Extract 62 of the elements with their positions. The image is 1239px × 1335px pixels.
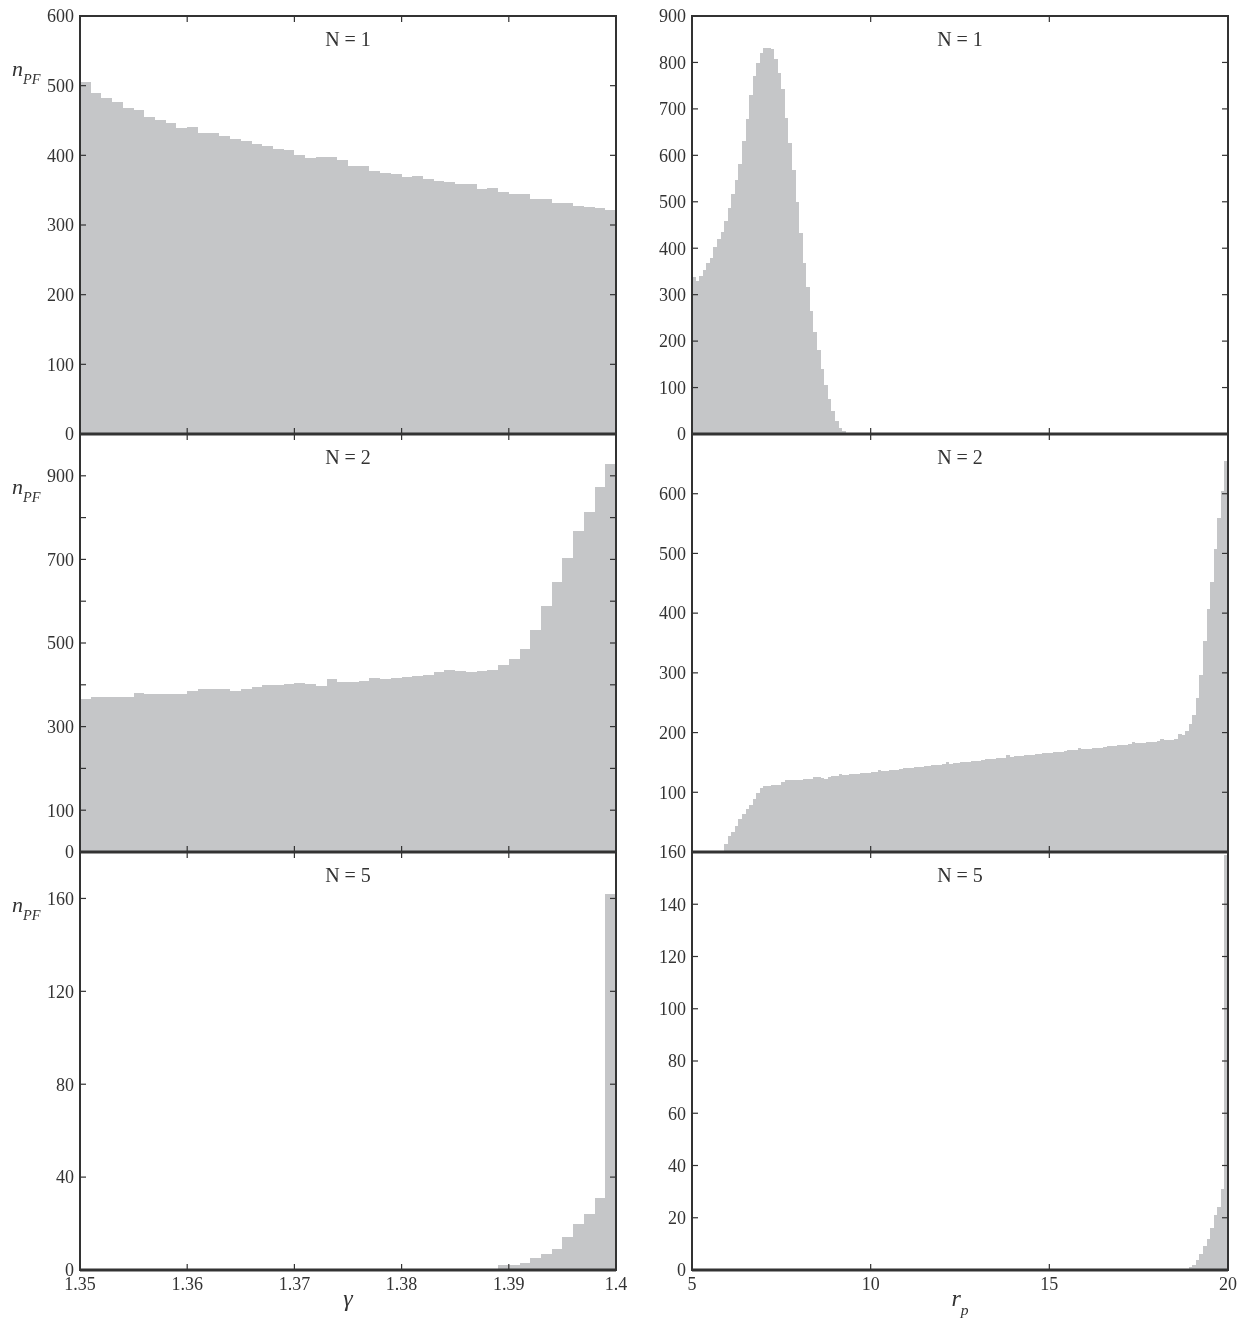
y-tick-label: 700 (659, 99, 686, 120)
y-tick-label: 200 (659, 331, 686, 352)
y-tick-label: 0 (65, 842, 74, 863)
y-tick-label: 400 (659, 238, 686, 259)
y-tick-label: 100 (47, 800, 74, 821)
x-axis-title: γ (343, 1285, 354, 1311)
y-tick-label: 300 (659, 663, 686, 684)
y-tick-label: 300 (47, 716, 74, 737)
x-tick-label: 20 (1219, 1274, 1237, 1294)
x-tick-label: 1.4 (604, 1274, 628, 1294)
x-tick-label: 1.39 (493, 1274, 525, 1294)
y-tick-label: 500 (47, 75, 74, 96)
y-tick-label: 0 (677, 1260, 686, 1281)
y-tick-label: 100 (659, 782, 686, 803)
y-axis-title: n$_{PF}$ (12, 474, 41, 505)
y-axis-title: n$_{PF}$ (12, 56, 41, 87)
y-tick-label: 100 (47, 354, 74, 375)
x-axis-title: r$_{p}$ (951, 1285, 969, 1318)
y-axis-title: n$_{PF}$ (12, 892, 41, 923)
y-tick-label: 600 (659, 145, 686, 166)
y-tick-label: 700 (47, 549, 74, 570)
y-tick-label: 100 (659, 377, 686, 398)
y-tick-label: 140 (659, 894, 686, 915)
y-tick-label: 600 (659, 484, 686, 505)
text: N = 2 (325, 446, 371, 468)
y-tick-label: 120 (47, 981, 74, 1002)
y-tick-label: 400 (659, 603, 686, 624)
text: N = 1 (937, 28, 983, 50)
y-tick-label: 0 (677, 424, 686, 445)
y-tick-label: 120 (659, 946, 686, 967)
y-tick-label: 500 (659, 543, 686, 564)
y-tick-label: 160 (659, 842, 686, 863)
x-tick-label: 10 (861, 1274, 880, 1294)
y-tick-label: 400 (47, 145, 74, 166)
y-tick-label: 60 (668, 1103, 686, 1124)
y-tick-label: 0 (65, 424, 74, 445)
text: N = 5 (325, 864, 371, 886)
y-tick-label: 900 (659, 6, 686, 27)
y-tick-label: 500 (659, 192, 686, 213)
x-tick-label: 1.38 (385, 1274, 418, 1294)
y-tick-label: 40 (668, 1155, 686, 1176)
y-tick-label: 800 (659, 52, 686, 73)
y-tick-label: 200 (47, 284, 74, 305)
x-tick-label: 1.36 (171, 1274, 203, 1294)
y-tick-label: 200 (659, 722, 686, 743)
y-tick-label: 300 (659, 284, 686, 305)
y-tick-label: 300 (47, 215, 74, 236)
text: N = 1 (325, 28, 371, 50)
x-tick-label: 1.37 (278, 1274, 311, 1294)
y-tick-label: 160 (47, 888, 74, 909)
y-tick-label: 80 (56, 1074, 74, 1095)
y-tick-label: 40 (56, 1167, 74, 1188)
y-tick-label: 100 (659, 999, 686, 1020)
text: N = 2 (937, 446, 983, 468)
y-tick-label: 500 (47, 633, 74, 654)
y-tick-label: 80 (668, 1051, 686, 1072)
y-tick-label: 900 (47, 466, 74, 487)
y-tick-label: 20 (668, 1208, 686, 1229)
y-tick-label: 600 (47, 6, 74, 27)
text: N = 5 (937, 864, 983, 886)
x-tick-label: 5 (687, 1274, 697, 1294)
x-tick-label: 15 (1040, 1274, 1059, 1294)
